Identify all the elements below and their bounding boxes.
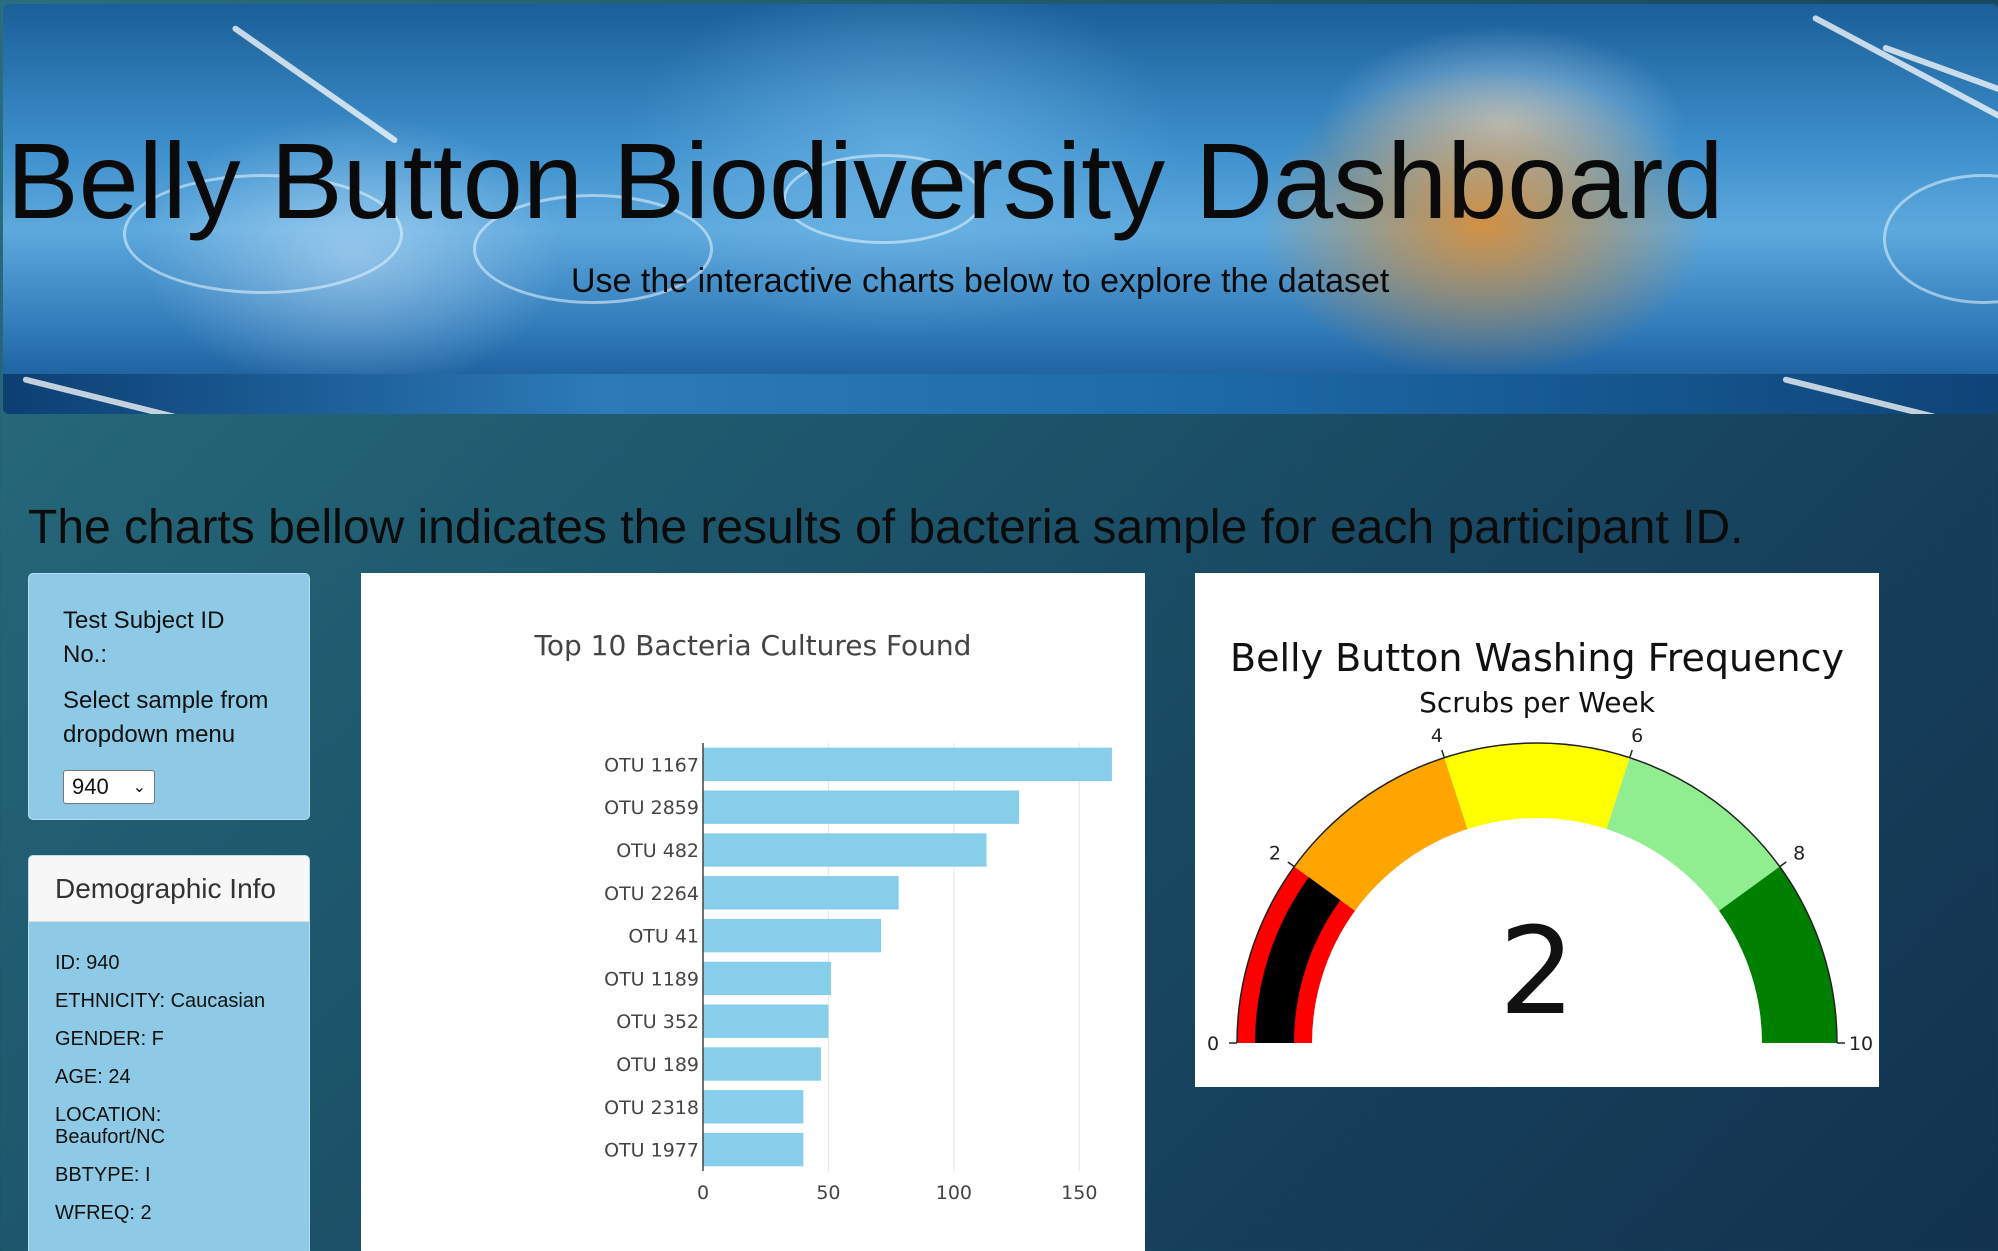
lab-glass-decoration	[123, 174, 403, 294]
gauge-tick-label: 4	[1431, 725, 1443, 747]
x-tick-label: 0	[697, 1182, 709, 1204]
demographic-row: GENDER: F	[55, 1028, 164, 1050]
demographic-row: ID: 940	[55, 952, 120, 974]
gauge-step	[1719, 866, 1837, 1043]
y-tick-label: OTU 2859	[604, 797, 699, 819]
y-tick-label: OTU 2264	[604, 883, 699, 905]
bar-chart[interactable]: Top 10 Bacteria Cultures Found 0 50 100 150 O…	[361, 573, 1145, 1251]
dropdown-selected-value: 940	[72, 774, 109, 799]
y-tick-label: OTU 41	[628, 926, 699, 948]
demographic-row: LOCATION: Beaufort/NC	[55, 1104, 166, 1148]
bar	[703, 961, 831, 996]
bar	[703, 747, 1112, 782]
subject-id-dropdown[interactable]: 940 ⌄	[63, 770, 155, 804]
intro-text: The charts bellow indicates the results …	[28, 501, 1744, 554]
gauge-tick	[1287, 861, 1295, 868]
gauge-tick-label: 6	[1631, 725, 1643, 747]
demographic-info-body: ID: 940 ETHNICITY: Caucasian GENDER: F A…	[29, 922, 309, 1251]
lab-glass-decoration	[1883, 174, 1998, 304]
banner-bottom-band	[3, 374, 1998, 414]
gauge-tick-label: 2	[1269, 843, 1281, 865]
bar	[703, 790, 1020, 824]
bar	[703, 1004, 829, 1038]
y-tick-label: OTU 189	[616, 1054, 699, 1076]
gauge-tick	[1779, 861, 1787, 868]
y-tick-label: OTU 1977	[604, 1140, 699, 1162]
demographic-row: AGE: 24	[55, 1066, 131, 1088]
lab-glass-decoration	[473, 194, 713, 304]
bar-chart-card: Top 10 Bacteria Cultures Found 0 50 100 150 O…	[361, 573, 1145, 1251]
bar	[703, 833, 987, 867]
gauge-chart[interactable]: Belly Button Washing Frequency Scrubs per…	[1195, 573, 1879, 1087]
gauge-outline	[1236, 742, 1838, 1044]
select-hint: Select sample from dropdown menu	[63, 687, 269, 748]
subject-id-label: Test Subject ID No.:	[63, 607, 225, 668]
x-tick-label: 150	[1061, 1182, 1097, 1204]
x-tick-label: 100	[936, 1182, 972, 1204]
gauge-chart-card: Belly Button Washing Frequency Scrubs per…	[1195, 573, 1879, 1087]
bar	[703, 876, 899, 910]
demographic-row: WFREQ: 2	[55, 1202, 152, 1224]
gauge-tick	[1628, 749, 1633, 758]
gauge-value-bar	[1255, 877, 1341, 1043]
gauge-subtitle: Scrubs per Week	[1419, 686, 1656, 719]
demographic-info-panel: Demographic Info ID: 940 ETHNICITY: Cauc…	[28, 855, 310, 1251]
subject-select-panel: Test Subject ID No.: Select sample from …	[28, 573, 310, 820]
x-tick-label: 50	[816, 1182, 840, 1204]
gauge-tick-label: 0	[1207, 1033, 1219, 1055]
bar	[703, 1132, 804, 1167]
gauge-tick-label: 8	[1793, 843, 1805, 865]
page-subtitle-text: Use the interactive charts below to expl…	[571, 262, 1390, 300]
gauge-step	[1294, 757, 1468, 911]
chevron-down-icon: ⌄	[132, 779, 146, 796]
y-tick-label: OTU 1189	[604, 968, 699, 990]
gauge-tick-label: 10	[1849, 1033, 1873, 1055]
y-tick-label: OTU 1167	[604, 754, 699, 776]
bar	[703, 1090, 804, 1124]
demographic-row: ETHNICITY: Caucasian	[55, 990, 266, 1012]
y-tick-label: OTU 2318	[604, 1097, 699, 1119]
gauge-tick	[1441, 749, 1446, 758]
y-tick-label: OTU 352	[616, 1011, 699, 1033]
bar	[703, 918, 882, 953]
bar	[703, 1047, 821, 1081]
bar-chart-title: Top 10 Bacteria Cultures Found	[534, 629, 972, 662]
page-title: Belly Button Biodiversity Dashboard	[6, 120, 1724, 241]
y-tick-label: OTU 482	[616, 840, 699, 862]
gauge-title: Belly Button Washing Frequency	[1230, 636, 1844, 680]
gauge-value-label: 2	[1499, 903, 1575, 1042]
gauge-step	[1606, 757, 1780, 911]
header-banner	[3, 4, 1998, 414]
demographic-row: BBTYPE: I	[55, 1164, 151, 1186]
lab-glass-decoration	[783, 154, 983, 244]
gauge-step	[1444, 743, 1630, 830]
demographic-info-heading: Demographic Info	[29, 856, 309, 922]
